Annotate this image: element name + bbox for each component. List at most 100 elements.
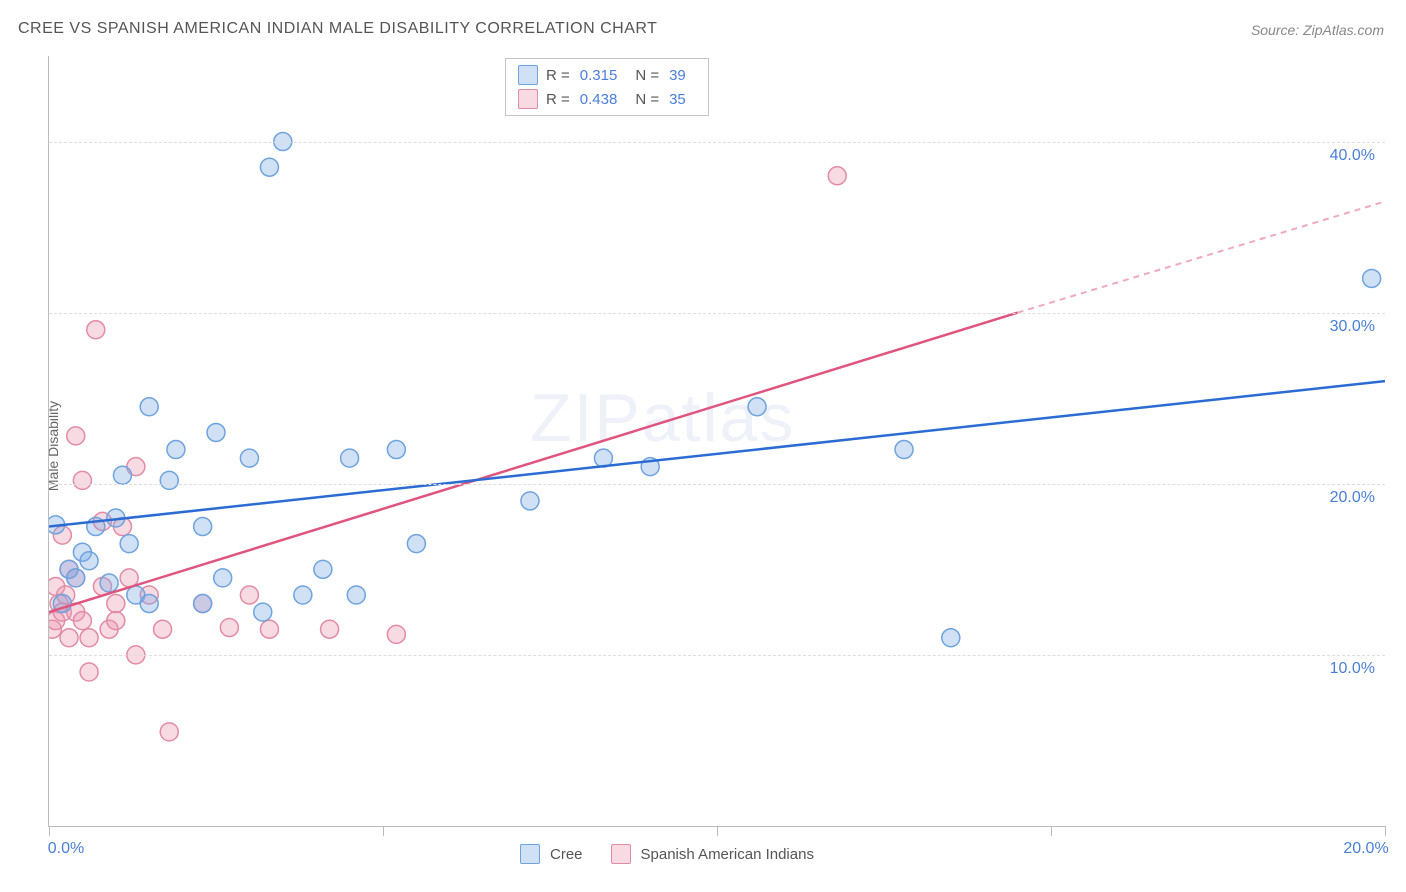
trend-line — [49, 313, 1018, 612]
legend-swatch — [518, 65, 538, 85]
y-tick-label: 10.0% — [1330, 660, 1375, 678]
trend-line — [49, 381, 1385, 526]
x-tick — [1051, 826, 1052, 836]
data-point — [347, 586, 365, 604]
chart-container: CREE VS SPANISH AMERICAN INDIAN MALE DIS… — [0, 0, 1406, 892]
data-point — [260, 158, 278, 176]
watermark: ZIPatlas — [530, 379, 795, 457]
data-point — [240, 586, 258, 604]
series-legend: CreeSpanish American Indians — [520, 844, 832, 864]
data-point — [93, 512, 111, 530]
data-point — [100, 620, 118, 638]
x-tick-label: 0.0% — [48, 840, 84, 858]
r-value: 0.438 — [580, 91, 618, 108]
data-point — [50, 595, 68, 613]
y-tick-label: 30.0% — [1330, 318, 1375, 336]
data-point — [254, 603, 272, 621]
n-label: N = — [635, 91, 659, 108]
data-point — [107, 612, 125, 630]
data-point — [260, 620, 278, 638]
data-point — [127, 586, 145, 604]
legend-swatch — [520, 844, 540, 864]
y-tick-label: 40.0% — [1330, 147, 1375, 165]
data-point — [140, 586, 158, 604]
gridline — [49, 655, 1385, 656]
data-point — [895, 441, 913, 459]
data-point — [194, 595, 212, 613]
data-point — [314, 560, 332, 578]
legend-swatch — [611, 844, 631, 864]
data-point — [120, 569, 138, 587]
trend-line — [1018, 201, 1385, 312]
chart-title: CREE VS SPANISH AMERICAN INDIAN MALE DIS… — [18, 20, 657, 38]
data-point — [160, 471, 178, 489]
data-point — [194, 595, 212, 613]
data-point — [107, 509, 125, 527]
gridline — [49, 484, 1385, 485]
data-point — [113, 466, 131, 484]
legend-swatch — [518, 89, 538, 109]
data-point — [60, 560, 78, 578]
data-point — [49, 620, 61, 638]
y-tick-label: 20.0% — [1330, 489, 1375, 507]
x-tick — [1385, 826, 1386, 836]
data-point — [60, 629, 78, 647]
data-point — [387, 625, 405, 643]
n-label: N = — [635, 67, 659, 84]
data-point — [341, 449, 359, 467]
plot-area: ZIPatlas 10.0% 20.0% 30.0% 40.0% — [48, 56, 1385, 827]
data-point — [220, 619, 238, 637]
source-label: Source: ZipAtlas.com — [1251, 22, 1384, 38]
data-point — [67, 569, 85, 587]
data-point — [49, 612, 65, 630]
data-point — [67, 603, 85, 621]
data-point — [160, 723, 178, 741]
data-point — [521, 492, 539, 510]
data-point — [73, 543, 91, 561]
data-point — [80, 552, 98, 570]
data-point — [60, 560, 78, 578]
data-point — [67, 427, 85, 445]
data-point — [57, 586, 75, 604]
data-point — [73, 612, 91, 630]
r-label: R = — [546, 91, 570, 108]
data-point — [167, 441, 185, 459]
gridline — [49, 142, 1385, 143]
data-point — [113, 518, 131, 536]
x-tick-label: 20.0% — [1343, 840, 1388, 858]
data-point — [100, 574, 118, 592]
data-point — [154, 620, 172, 638]
legend-row: R =0.315N =39 — [518, 63, 696, 87]
x-tick — [49, 826, 50, 836]
legend-label: Cree — [550, 846, 583, 863]
data-point — [67, 569, 85, 587]
data-point — [107, 595, 125, 613]
n-value: 39 — [669, 67, 686, 84]
data-point — [87, 321, 105, 339]
data-point — [87, 518, 105, 536]
data-point — [49, 577, 65, 595]
data-point — [942, 629, 960, 647]
data-point — [828, 167, 846, 185]
data-point — [407, 535, 425, 553]
data-point — [641, 458, 659, 476]
data-point — [120, 535, 138, 553]
data-point — [53, 603, 71, 621]
data-point — [207, 423, 225, 441]
data-point — [214, 569, 232, 587]
plot-svg — [49, 56, 1385, 826]
data-point — [73, 471, 91, 489]
x-tick — [383, 826, 384, 836]
data-point — [53, 526, 71, 544]
data-point — [1363, 269, 1381, 287]
data-point — [594, 449, 612, 467]
r-value: 0.315 — [580, 67, 618, 84]
data-point — [49, 516, 65, 534]
data-point — [53, 595, 71, 613]
data-point — [194, 518, 212, 536]
gridline — [49, 313, 1385, 314]
data-point — [93, 577, 111, 595]
n-value: 35 — [669, 91, 686, 108]
data-point — [80, 629, 98, 647]
correlation-legend: R =0.315N =39R =0.438N =35 — [505, 58, 709, 116]
